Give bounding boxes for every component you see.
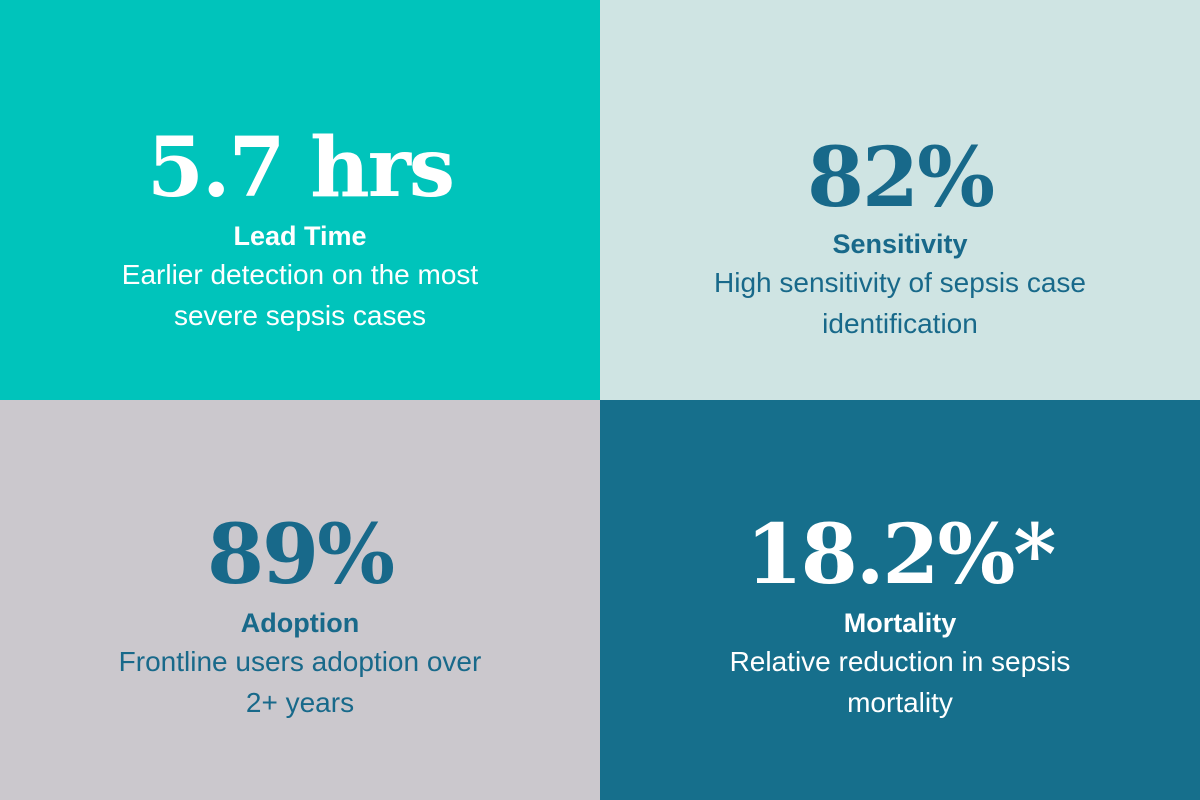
stat-label: Lead Time (233, 221, 367, 251)
stat-value: 18.2%* (745, 507, 1057, 603)
stat-value: 89% (206, 507, 395, 603)
stat-description: High sensitivity of sepsis case identifi… (714, 267, 1086, 339)
stat-tile-content: 18.2%* Mortality Relative reduction in s… (600, 505, 1200, 723)
stat-label: Adoption (240, 608, 360, 638)
stat-tile-content: 82% Sensitivity High sensitivity of seps… (600, 130, 1200, 344)
stat-tile-lead-time: 5.7 hrs Lead Time Earlier detection on t… (0, 0, 600, 400)
stat-value: 82% (806, 130, 995, 226)
stat-tile-mortality: 18.2%* Mortality Relative reduction in s… (600, 400, 1200, 800)
stat-value: 5.7 hrs (146, 120, 455, 216)
stat-tile-content: 89% Adoption Frontline users adoption ov… (0, 505, 600, 723)
stat-description: Frontline users adoption over 2+ years (118, 646, 482, 718)
stat-tile-adoption: 89% Adoption Frontline users adoption ov… (0, 400, 600, 800)
stat-tile-content: 5.7 hrs Lead Time Earlier detection on t… (0, 118, 600, 336)
stat-description: Earlier detection on the most severe sep… (121, 259, 479, 331)
stat-tile-sensitivity: 82% Sensitivity High sensitivity of seps… (600, 0, 1200, 400)
stat-label: Mortality (843, 608, 957, 638)
stat-description: Relative reduction in sepsis mortality (729, 646, 1071, 718)
stat-label: Sensitivity (832, 229, 968, 259)
